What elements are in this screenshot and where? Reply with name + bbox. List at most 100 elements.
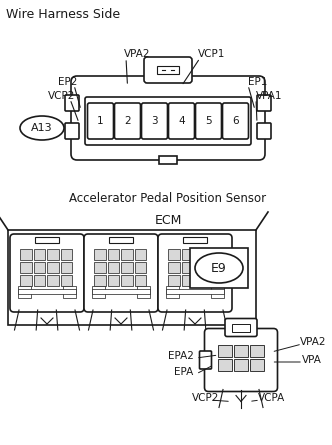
Bar	[108, 275, 119, 286]
Text: Accelerator Pedal Position Sensor: Accelerator Pedal Position Sensor	[69, 191, 267, 205]
FancyBboxPatch shape	[200, 351, 211, 369]
Bar	[184, 237, 207, 243]
Bar	[168, 262, 180, 273]
Text: Wire Harness Side: Wire Harness Side	[6, 8, 120, 21]
Bar	[34, 262, 45, 273]
Bar	[157, 66, 179, 74]
Text: EP2: EP2	[58, 77, 77, 87]
FancyBboxPatch shape	[84, 234, 158, 312]
Bar	[36, 237, 58, 243]
Bar	[92, 286, 105, 298]
Text: VPA1: VPA1	[256, 91, 283, 101]
FancyBboxPatch shape	[65, 95, 79, 111]
Text: 2: 2	[124, 116, 131, 126]
Text: ECM: ECM	[154, 214, 182, 227]
Bar	[47, 275, 58, 286]
Bar	[63, 286, 76, 298]
FancyBboxPatch shape	[65, 123, 79, 139]
FancyBboxPatch shape	[10, 234, 84, 312]
FancyBboxPatch shape	[88, 103, 114, 139]
FancyBboxPatch shape	[205, 328, 278, 392]
Text: VCP1: VCP1	[198, 49, 225, 59]
Bar	[250, 359, 264, 371]
FancyBboxPatch shape	[257, 123, 271, 139]
Bar	[47, 249, 58, 260]
Bar	[47, 262, 58, 273]
Bar	[94, 275, 106, 286]
Bar	[92, 289, 150, 295]
Bar	[18, 286, 31, 298]
Bar	[34, 249, 45, 260]
Bar	[134, 275, 146, 286]
Bar	[20, 275, 32, 286]
Bar	[218, 344, 232, 356]
Bar	[208, 262, 220, 273]
Bar	[121, 275, 132, 286]
FancyBboxPatch shape	[257, 95, 271, 111]
Bar	[168, 275, 180, 286]
Text: A13: A13	[31, 123, 53, 133]
Text: VCP2: VCP2	[48, 91, 75, 101]
Bar	[20, 262, 32, 273]
Bar	[134, 262, 146, 273]
Bar	[208, 249, 220, 260]
Bar	[208, 275, 220, 286]
Text: EPA: EPA	[174, 367, 193, 377]
Bar	[166, 289, 224, 295]
FancyBboxPatch shape	[141, 103, 168, 139]
Bar	[250, 344, 264, 356]
Bar	[134, 249, 146, 260]
Bar	[218, 359, 232, 371]
Bar	[121, 249, 132, 260]
Text: EPA2: EPA2	[168, 351, 194, 361]
Bar	[8, 230, 256, 325]
Bar	[195, 249, 207, 260]
Bar	[159, 156, 177, 164]
Bar	[234, 359, 248, 371]
Bar	[34, 275, 45, 286]
FancyBboxPatch shape	[144, 57, 192, 83]
FancyBboxPatch shape	[225, 319, 257, 336]
Bar	[182, 249, 193, 260]
Bar	[166, 286, 179, 298]
FancyBboxPatch shape	[222, 103, 248, 139]
FancyBboxPatch shape	[196, 103, 221, 139]
Bar	[94, 249, 106, 260]
FancyBboxPatch shape	[158, 234, 232, 312]
Ellipse shape	[195, 253, 243, 283]
FancyBboxPatch shape	[71, 76, 265, 160]
Text: 6: 6	[232, 116, 239, 126]
Bar	[190, 248, 248, 288]
Bar	[110, 237, 132, 243]
Bar	[60, 275, 72, 286]
Text: 4: 4	[178, 116, 185, 126]
Bar	[108, 249, 119, 260]
FancyBboxPatch shape	[85, 97, 251, 145]
Bar	[182, 275, 193, 286]
Text: VCPA: VCPA	[258, 393, 285, 403]
Text: 3: 3	[151, 116, 158, 126]
Bar	[234, 344, 248, 356]
Bar	[195, 275, 207, 286]
Bar	[60, 249, 72, 260]
Bar	[121, 262, 132, 273]
Text: EP1: EP1	[248, 77, 267, 87]
Bar	[60, 262, 72, 273]
Bar	[232, 324, 250, 332]
Bar	[182, 262, 193, 273]
Bar	[168, 249, 180, 260]
Bar	[18, 289, 76, 295]
Bar	[137, 286, 150, 298]
Text: VCP2: VCP2	[192, 393, 219, 403]
Ellipse shape	[20, 116, 64, 140]
Text: 1: 1	[97, 116, 104, 126]
Bar	[195, 262, 207, 273]
Bar	[20, 249, 32, 260]
Bar	[94, 262, 106, 273]
Text: E9: E9	[211, 262, 227, 275]
Bar	[211, 286, 224, 298]
FancyBboxPatch shape	[115, 103, 140, 139]
Text: VPA: VPA	[302, 355, 322, 365]
Text: VPA2: VPA2	[124, 49, 150, 59]
Bar	[108, 262, 119, 273]
